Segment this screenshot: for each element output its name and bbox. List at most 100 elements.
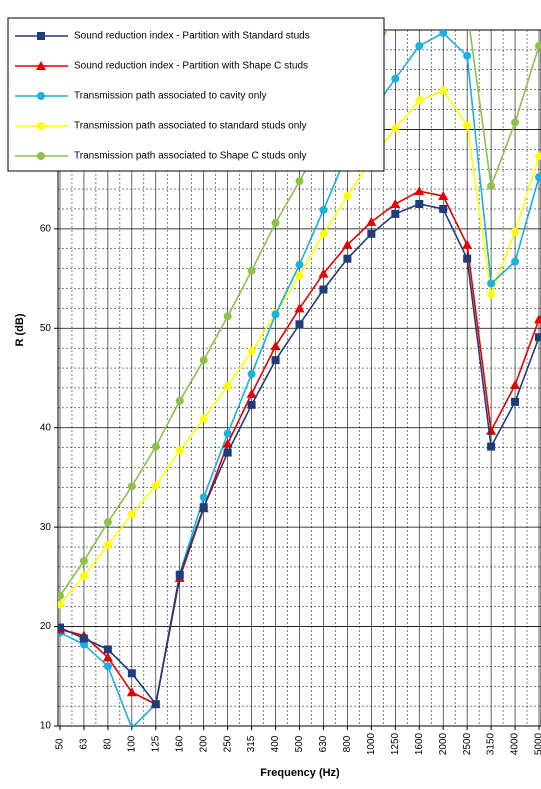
marker (102, 652, 113, 662)
marker (535, 173, 541, 182)
x-tick-label: 400 (270, 735, 281, 752)
marker (37, 122, 45, 130)
x-tick-label: 80 (103, 738, 114, 750)
marker (343, 192, 352, 201)
marker (391, 209, 400, 218)
x-axis-label: Frequency (Hz) (260, 767, 340, 779)
x-tick-label: 63 (79, 738, 90, 750)
marker (511, 257, 520, 266)
marker (199, 503, 208, 512)
marker (319, 205, 328, 214)
marker (37, 92, 45, 100)
marker (462, 239, 473, 249)
marker (151, 481, 160, 490)
x-tick-label: 500 (294, 735, 305, 752)
marker (367, 229, 376, 238)
marker (415, 41, 424, 50)
marker (151, 442, 160, 451)
marker (223, 381, 232, 390)
marker (103, 662, 112, 671)
legend: Sound reduction index - Partition with S… (7, 17, 385, 172)
marker (151, 700, 160, 709)
y-tick-label: 40 (40, 422, 52, 433)
marker (103, 541, 112, 550)
y-tick-label: 10 (40, 721, 52, 732)
marker (511, 118, 520, 127)
marker (199, 493, 208, 502)
marker (58, 600, 64, 609)
marker (319, 285, 328, 294)
x-tick-label: 3150 (486, 732, 497, 755)
marker (271, 356, 280, 365)
marker (439, 86, 448, 95)
y-tick-label: 20 (40, 621, 52, 632)
marker (511, 397, 520, 406)
x-tick-label: 2500 (462, 732, 473, 755)
x-tick-label: 50 (55, 738, 66, 750)
marker (175, 446, 184, 455)
marker (223, 448, 232, 457)
marker (271, 310, 280, 319)
marker (247, 266, 256, 275)
y-tick-label: 50 (40, 323, 52, 334)
marker (391, 74, 400, 83)
marker (127, 510, 136, 519)
legend-label: Transmission path associated to Shape C … (74, 151, 307, 162)
marker (271, 218, 280, 227)
marker (342, 239, 353, 249)
marker (319, 229, 328, 238)
marker (79, 634, 88, 643)
axes: 1020304050607050638010012516020025031540… (40, 124, 541, 755)
marker (79, 571, 88, 580)
marker (366, 216, 377, 226)
marker (439, 204, 448, 213)
marker (294, 303, 305, 313)
legend-label: Transmission path associated to cavity o… (74, 91, 267, 102)
legend-label: Sound reduction index - Partition with S… (74, 61, 308, 72)
marker (79, 556, 88, 565)
legend-box (7, 17, 385, 172)
x-tick-label: 100 (126, 735, 137, 752)
marker (510, 379, 521, 389)
marker (175, 396, 184, 405)
marker (128, 723, 136, 726)
marker (511, 227, 520, 236)
x-tick-label: 2000 (438, 732, 449, 755)
marker (126, 687, 137, 697)
marker (295, 177, 304, 186)
marker (247, 400, 256, 409)
x-tick-label: 160 (174, 735, 185, 752)
x-tick-label: 1600 (414, 732, 425, 755)
marker (58, 623, 64, 632)
x-tick-label: 250 (222, 735, 233, 752)
x-tick-label: 5000 (534, 732, 541, 755)
marker (223, 312, 232, 321)
marker (36, 61, 46, 70)
marker (199, 414, 208, 423)
marker (535, 333, 541, 342)
marker (439, 30, 448, 37)
legend-label: Transmission path associated to standard… (74, 121, 307, 132)
x-tick-label: 125 (150, 735, 161, 752)
marker (391, 124, 400, 133)
x-tick-label: 800 (342, 735, 353, 752)
marker (487, 182, 496, 191)
marker (222, 438, 233, 448)
y-axis-label: R (dB) (14, 313, 26, 346)
marker (199, 356, 208, 365)
legend-label: Sound reduction index - Partition with S… (74, 31, 310, 42)
marker (127, 669, 136, 678)
marker (223, 429, 232, 438)
marker (246, 388, 257, 398)
marker (463, 51, 472, 60)
y-tick-label: 30 (40, 522, 52, 533)
marker (487, 279, 496, 288)
marker (295, 320, 304, 329)
marker (247, 370, 256, 379)
x-tick-label: 200 (198, 735, 209, 752)
x-tick-label: 1250 (390, 732, 401, 755)
marker (37, 152, 45, 160)
marker (391, 11, 399, 19)
marker (414, 186, 425, 196)
